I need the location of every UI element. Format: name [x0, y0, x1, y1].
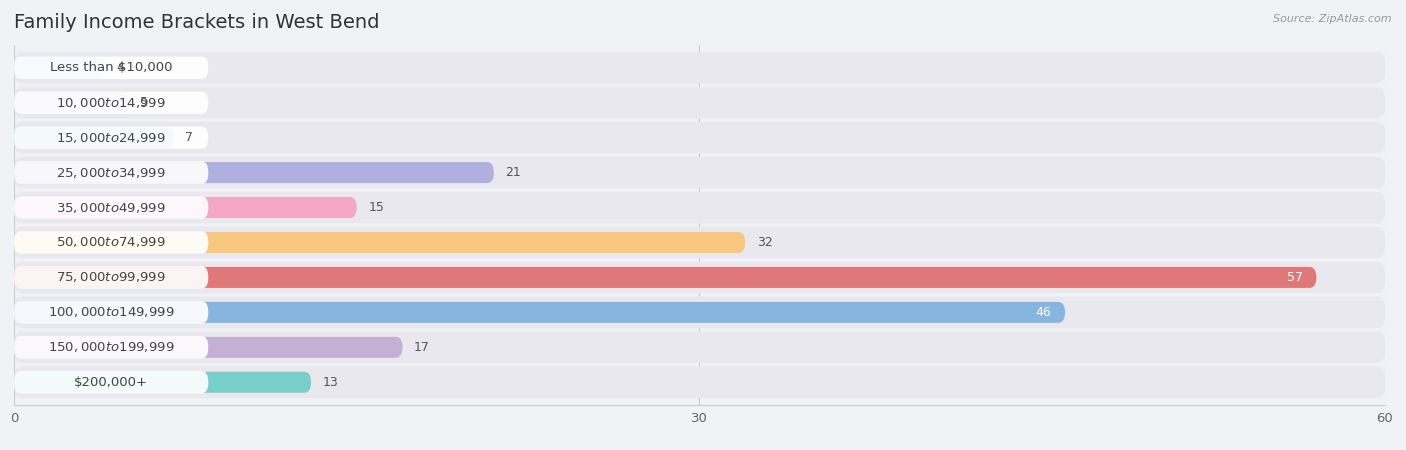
Text: Family Income Brackets in West Bend: Family Income Brackets in West Bend: [14, 14, 380, 32]
FancyBboxPatch shape: [14, 336, 208, 359]
Text: $35,000 to $49,999: $35,000 to $49,999: [56, 201, 166, 215]
Text: $15,000 to $24,999: $15,000 to $24,999: [56, 130, 166, 144]
FancyBboxPatch shape: [14, 302, 1066, 323]
FancyBboxPatch shape: [14, 266, 208, 288]
FancyBboxPatch shape: [14, 267, 1316, 288]
FancyBboxPatch shape: [14, 192, 1385, 223]
FancyBboxPatch shape: [14, 337, 402, 358]
Text: 7: 7: [186, 131, 194, 144]
FancyBboxPatch shape: [14, 57, 208, 79]
FancyBboxPatch shape: [14, 196, 208, 219]
FancyBboxPatch shape: [14, 52, 1385, 83]
FancyBboxPatch shape: [14, 262, 1385, 293]
Text: 4: 4: [117, 61, 125, 74]
FancyBboxPatch shape: [14, 301, 208, 324]
FancyBboxPatch shape: [14, 371, 208, 393]
FancyBboxPatch shape: [14, 92, 128, 113]
FancyBboxPatch shape: [14, 231, 208, 254]
Text: $25,000 to $34,999: $25,000 to $34,999: [56, 166, 166, 180]
FancyBboxPatch shape: [14, 332, 1385, 363]
FancyBboxPatch shape: [14, 162, 208, 184]
FancyBboxPatch shape: [14, 372, 311, 393]
Text: Source: ZipAtlas.com: Source: ZipAtlas.com: [1274, 14, 1392, 23]
Text: $150,000 to $199,999: $150,000 to $199,999: [48, 340, 174, 354]
FancyBboxPatch shape: [14, 91, 208, 114]
FancyBboxPatch shape: [14, 232, 745, 253]
Text: $10,000 to $14,999: $10,000 to $14,999: [56, 96, 166, 110]
Text: 17: 17: [413, 341, 430, 354]
FancyBboxPatch shape: [14, 157, 1385, 188]
FancyBboxPatch shape: [14, 126, 208, 149]
FancyBboxPatch shape: [14, 197, 357, 218]
FancyBboxPatch shape: [14, 162, 494, 183]
Text: 21: 21: [505, 166, 522, 179]
Text: 46: 46: [1036, 306, 1052, 319]
FancyBboxPatch shape: [14, 57, 105, 78]
Text: $200,000+: $200,000+: [75, 376, 148, 389]
Text: $75,000 to $99,999: $75,000 to $99,999: [56, 270, 166, 284]
Text: 32: 32: [756, 236, 772, 249]
Text: 13: 13: [322, 376, 339, 389]
FancyBboxPatch shape: [14, 297, 1385, 328]
FancyBboxPatch shape: [14, 127, 174, 148]
FancyBboxPatch shape: [14, 227, 1385, 258]
Text: $100,000 to $149,999: $100,000 to $149,999: [48, 306, 174, 320]
FancyBboxPatch shape: [14, 87, 1385, 118]
Text: $50,000 to $74,999: $50,000 to $74,999: [56, 235, 166, 249]
Text: 57: 57: [1286, 271, 1303, 284]
FancyBboxPatch shape: [14, 367, 1385, 398]
Text: 5: 5: [139, 96, 148, 109]
FancyBboxPatch shape: [14, 122, 1385, 153]
Text: Less than $10,000: Less than $10,000: [49, 61, 173, 74]
Text: 15: 15: [368, 201, 384, 214]
